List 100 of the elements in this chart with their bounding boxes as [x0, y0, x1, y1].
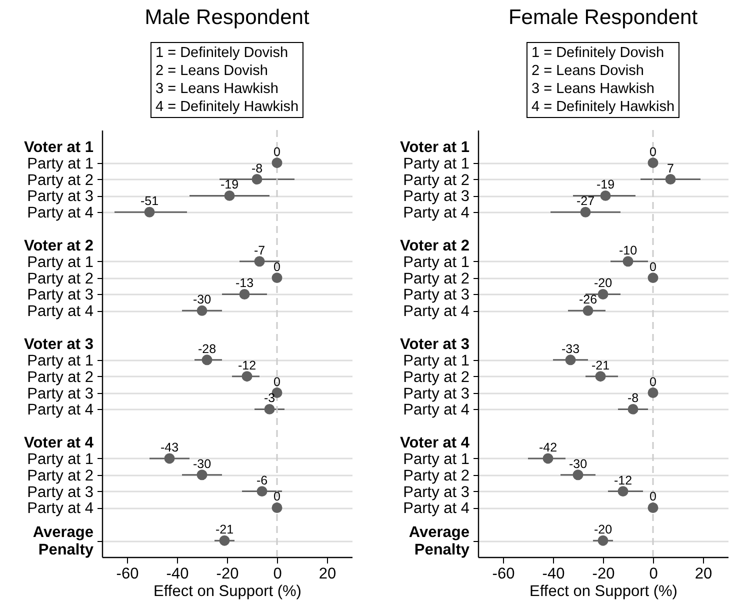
- point: [272, 272, 282, 284]
- y-tick-label: Voter at 1: [24, 138, 94, 156]
- y-tick-label: Party at 1: [403, 155, 470, 172]
- data-label: -20: [594, 276, 612, 290]
- point: [598, 535, 608, 546]
- x-tick-label: -20: [592, 566, 616, 582]
- point: [272, 502, 282, 513]
- point: [582, 305, 594, 316]
- point: [648, 158, 658, 168]
- text: 3 = Leans Hawkish: [531, 80, 656, 98]
- data-label: 0: [650, 490, 657, 504]
- y-tick-label: Party at 4: [27, 402, 94, 419]
- point: [196, 470, 208, 480]
- x-tick-label: -60: [116, 566, 140, 582]
- data-label: -10: [618, 243, 638, 258]
- data-label: -3: [264, 391, 276, 406]
- data-label: -8: [251, 161, 263, 176]
- point: [242, 371, 252, 382]
- y-tick-label: Party at 1: [27, 254, 94, 271]
- point: [595, 371, 606, 382]
- y-tick-label: Party at 3: [403, 484, 470, 501]
- y-tick-label: Party at 3: [403, 385, 470, 402]
- y-tick-label: Party at 2: [403, 368, 470, 386]
- text: 4 = Definitely Hawkish: [155, 98, 299, 116]
- data-label: -27: [576, 194, 595, 208]
- data-label: 0: [274, 490, 281, 504]
- point: [264, 404, 275, 414]
- point: [665, 174, 676, 185]
- point: [239, 288, 250, 300]
- x-tick-label: 20: [318, 566, 336, 582]
- x-axis-title: Effect on Support (%): [530, 583, 678, 600]
- chart-title: Male Respondent: [144, 6, 310, 30]
- point: [648, 502, 658, 513]
- data-label: -21: [591, 358, 610, 372]
- point: [252, 174, 262, 185]
- y-tick-label: Party at 2: [27, 467, 94, 484]
- y-tick-label: Average Penalty: [408, 524, 470, 559]
- data-label: -19: [596, 178, 615, 192]
- text: 2 = Leans Dovish: [531, 62, 645, 80]
- y-tick-label: Party at 3: [27, 385, 94, 402]
- y-tick-label: Party at 3: [27, 286, 94, 304]
- point: [628, 404, 638, 414]
- data-label: -30: [192, 292, 212, 307]
- data-label: -51: [140, 194, 159, 208]
- text: 2 = Leans Dovish: [155, 62, 269, 80]
- y-tick-label: Party at 4: [27, 204, 94, 222]
- point: [256, 486, 268, 497]
- y-tick-label: Party at 3: [403, 188, 470, 206]
- point: [196, 305, 208, 316]
- point: [565, 354, 576, 366]
- y-tick-label: Voter at 4: [24, 434, 94, 452]
- point: [202, 354, 212, 366]
- y-tick-label: Voter at 2: [400, 237, 470, 254]
- point: [542, 453, 554, 464]
- y-tick-label: Party at 1: [403, 450, 470, 468]
- data-label: 7: [667, 161, 674, 176]
- y-tick-label: Party at 2: [27, 368, 94, 386]
- data-label: -30: [192, 456, 212, 471]
- y-tick-label: Party at 1: [27, 450, 94, 468]
- y-tick-label: Voter at 2: [24, 237, 94, 254]
- data-label: 0: [274, 260, 281, 274]
- data-label: -12: [614, 473, 632, 488]
- x-tick-label: 20: [694, 566, 712, 582]
- y-tick-label: Party at 1: [27, 352, 94, 370]
- data-label: -13: [235, 276, 254, 290]
- point: [622, 256, 634, 267]
- x-tick-label: -20: [216, 566, 240, 582]
- data-label: 0: [274, 144, 281, 159]
- y-tick-label: Party at 4: [403, 204, 470, 222]
- point: [254, 256, 265, 267]
- chart-title: Female Respondent: [507, 6, 699, 30]
- point: [164, 453, 175, 464]
- data-label: -21: [215, 522, 234, 537]
- x-tick-label: -40: [542, 566, 566, 582]
- y-tick-label: Party at 4: [403, 402, 470, 419]
- y-tick-label: Party at 1: [403, 352, 470, 370]
- point: [580, 206, 591, 218]
- point: [572, 470, 584, 480]
- x-tick-label: 0: [273, 566, 282, 582]
- y-tick-label: Party at 1: [27, 155, 94, 172]
- y-tick-label: Party at 2: [27, 172, 94, 189]
- x-axis-title: Effect on Support (%): [154, 583, 302, 600]
- point: [224, 190, 235, 201]
- y-tick-label: Party at 3: [403, 286, 470, 304]
- point: [144, 206, 155, 218]
- y-tick-label: Party at 2: [27, 270, 94, 288]
- y-tick-label: Party at 4: [27, 500, 94, 518]
- y-tick-label: Party at 3: [27, 484, 94, 501]
- y-tick-label: Party at 2: [403, 172, 470, 189]
- point: [598, 288, 608, 300]
- data-label: 0: [274, 374, 281, 389]
- data-label: -7: [254, 243, 266, 258]
- y-tick-label: Average Penalty: [32, 524, 94, 559]
- y-tick-label: Voter at 1: [400, 138, 470, 156]
- y-tick-label: Party at 1: [403, 254, 470, 271]
- text: 1 = Definitely Dovish: [155, 44, 290, 62]
- point: [648, 388, 658, 398]
- data-label: -30: [568, 456, 588, 471]
- data-label: 0: [650, 260, 657, 274]
- data-label: -33: [561, 342, 580, 356]
